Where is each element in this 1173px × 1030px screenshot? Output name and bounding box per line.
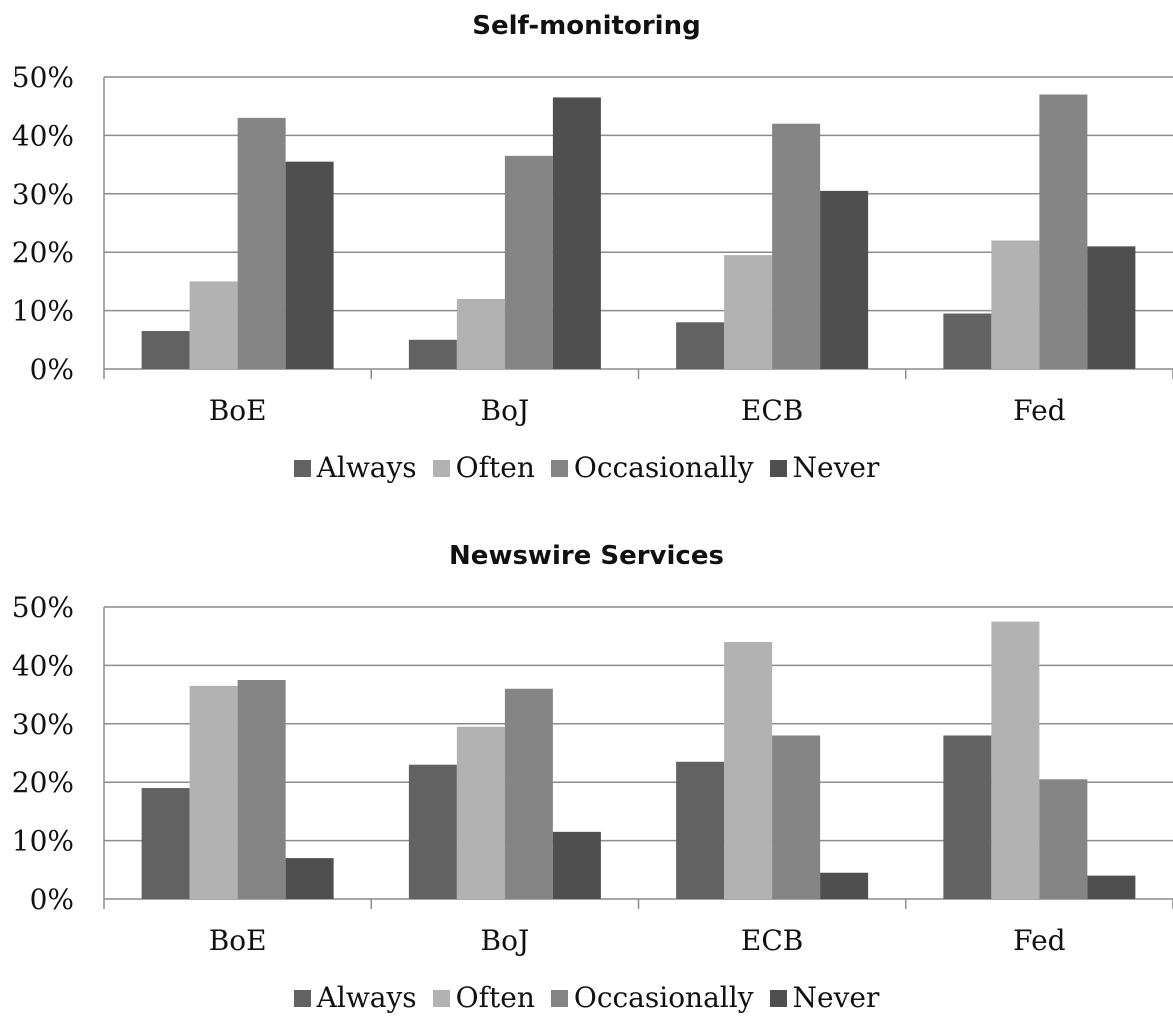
legend-label: Always xyxy=(316,451,417,484)
bar-never-boj xyxy=(552,97,601,369)
bar-occasionally-boj xyxy=(504,688,553,899)
legend-swatch xyxy=(550,989,568,1007)
legend-swatch xyxy=(432,989,450,1007)
legend-swatch xyxy=(432,459,450,477)
legend-label: Occasionally xyxy=(573,451,754,484)
bar-always-boe xyxy=(141,788,190,899)
y-tick-label: 50% xyxy=(12,61,74,94)
y-tick-label: 0% xyxy=(30,353,74,386)
bar-always-boj xyxy=(408,339,457,369)
x-tick-label-boe: BoE xyxy=(209,394,267,427)
x-tick-label-fed: Fed xyxy=(1013,924,1065,957)
y-tick-label: 30% xyxy=(12,708,74,741)
y-tick-label: 20% xyxy=(12,766,74,799)
bar-occasionally-fed xyxy=(1039,779,1088,899)
bar-never-boe xyxy=(285,161,334,369)
bar-never-fed xyxy=(1087,246,1136,369)
bar-often-fed xyxy=(991,240,1040,369)
legend-label: Always xyxy=(316,981,417,1014)
y-tick-label: 40% xyxy=(12,649,74,682)
legend-item-often: Often xyxy=(432,450,535,486)
legend-item-never: Never xyxy=(769,450,880,486)
bar-never-fed xyxy=(1087,875,1136,899)
legend-item-occasionally: Occasionally xyxy=(550,450,754,486)
bar-occasionally-ecb xyxy=(772,123,821,369)
legend-swatch xyxy=(769,989,787,1007)
bar-always-fed xyxy=(943,735,992,899)
legend-item-always: Always xyxy=(293,450,417,486)
bar-occasionally-boe xyxy=(237,117,286,369)
legend-label: Often xyxy=(455,981,535,1014)
bar-occasionally-boe xyxy=(237,680,286,899)
bar-never-ecb xyxy=(820,872,869,899)
legend-label: Never xyxy=(792,981,880,1014)
y-tick-label: 40% xyxy=(12,119,74,152)
x-tick-label-boe: BoE xyxy=(209,924,267,957)
chart-title: Self-monitoring xyxy=(472,11,701,41)
bar-never-boe xyxy=(285,858,334,899)
legend-label: Often xyxy=(455,451,535,484)
bar-often-boe xyxy=(189,281,238,369)
y-tick-label: 10% xyxy=(12,295,74,328)
bar-occasionally-fed xyxy=(1039,94,1088,370)
x-tick-label-fed: Fed xyxy=(1013,394,1065,427)
legend-item-occasionally: Occasionally xyxy=(550,980,754,1016)
bar-often-ecb xyxy=(724,642,773,899)
y-tick-label: 10% xyxy=(12,825,74,858)
legend-swatch xyxy=(769,459,787,477)
legend-item-often: Often xyxy=(432,980,535,1016)
plot-area: 0% 10% 20% 30% 40% 50% BoE BoJ ECB Fed xyxy=(12,591,1173,957)
bar-never-boj xyxy=(552,831,601,899)
y-tick-label: 50% xyxy=(12,591,74,624)
bar-often-boj xyxy=(456,298,505,369)
y-tick-label: 30% xyxy=(12,178,74,211)
legend-swatch xyxy=(293,459,311,477)
legend: Always Often Occasionally Never xyxy=(0,450,1173,486)
bar-often-fed xyxy=(991,621,1040,899)
bar-occasionally-boj xyxy=(504,155,553,369)
y-tick-label: 0% xyxy=(30,883,74,916)
bar-never-ecb xyxy=(820,190,869,369)
bar-always-ecb xyxy=(676,322,725,369)
bar-often-boe xyxy=(189,685,238,899)
legend-item-never: Never xyxy=(769,980,880,1016)
x-tick-label-ecb: ECB xyxy=(741,394,803,427)
legend-swatch xyxy=(293,989,311,1007)
plot-area: 0% 10% 20% 30% 40% 50% BoE BoJ ECB Fed xyxy=(12,61,1173,427)
x-tick-label-boj: BoJ xyxy=(481,394,530,427)
bar-often-boj xyxy=(456,726,505,899)
legend-label: Occasionally xyxy=(573,981,754,1014)
legend-label: Never xyxy=(792,451,880,484)
legend-item-always: Always xyxy=(293,980,417,1016)
bar-always-boe xyxy=(141,331,190,369)
legend-swatch xyxy=(550,459,568,477)
chart-title: Newswire Services xyxy=(449,541,724,571)
y-tick-label: 20% xyxy=(12,236,74,269)
bar-occasionally-ecb xyxy=(772,735,821,899)
chart-newswire-services: 0% 10% 20% 30% 40% 50% BoE BoJ ECB Fed Newswire S… xyxy=(0,530,1173,1030)
legend: Always Often Occasionally Never xyxy=(0,980,1173,1016)
bar-often-ecb xyxy=(724,255,773,369)
chart-self-monitoring: 0% 10% 20% 30% 40% 50% BoE BoJ ECB Fed Self-monit… xyxy=(0,0,1173,500)
bar-always-ecb xyxy=(676,761,725,899)
x-tick-label-boj: BoJ xyxy=(481,924,530,957)
bar-always-boj xyxy=(408,764,457,899)
bar-always-fed xyxy=(943,313,992,369)
x-tick-label-ecb: ECB xyxy=(741,924,803,957)
